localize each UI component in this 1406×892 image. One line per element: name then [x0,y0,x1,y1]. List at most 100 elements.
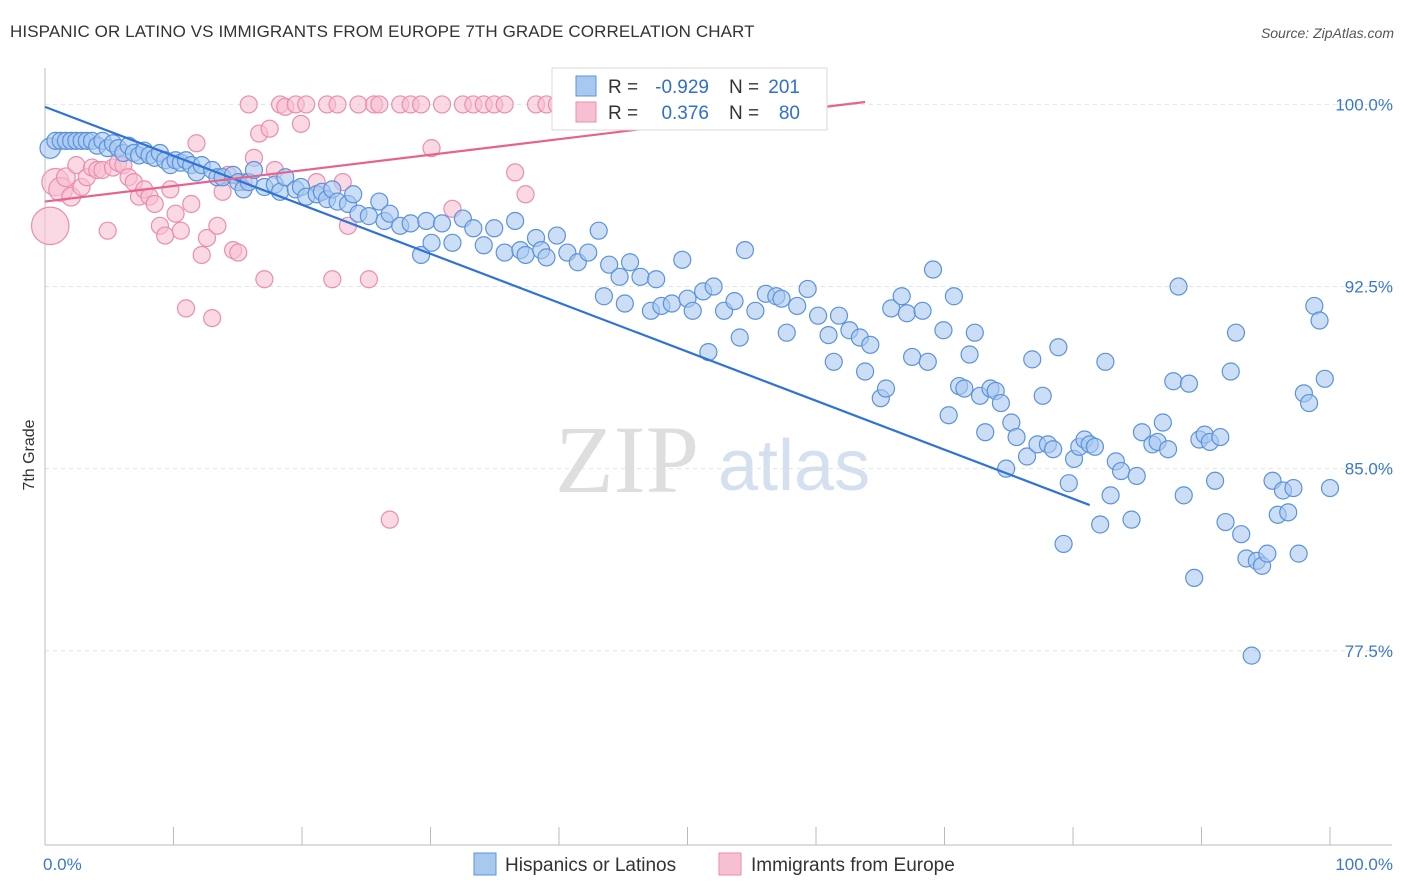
data-point [1132,423,1152,442]
data-point [772,289,791,308]
data-point [166,204,185,223]
data-point [735,241,755,260]
x-tick-label: 100.0% [1335,855,1393,874]
data-point [1044,440,1063,459]
data-point [1242,646,1261,665]
data-point [1258,544,1277,563]
data-point [1310,311,1329,330]
data-point [1289,544,1308,563]
data-point [892,287,911,306]
data-point [328,95,347,114]
data-point [260,119,279,138]
stats-n-label-blue: N = [729,77,759,98]
legend: Hispanics or Latinos Immigrants from Eur… [473,852,955,876]
data-point [208,216,227,235]
data-point [1111,461,1131,481]
data-point [1023,350,1042,369]
data-point [1185,568,1204,588]
data-point [1127,466,1146,486]
data-point [370,95,389,114]
data-point [161,180,180,199]
data-point [291,114,311,133]
data-point [203,308,222,328]
data-point [876,379,896,398]
data-point [647,270,666,289]
data-point [1279,503,1298,522]
data-point [1174,486,1193,505]
data-point [788,296,807,316]
data-point [934,321,953,340]
legend-label-immigrants: Immigrants from Europe [751,855,955,876]
data-point [903,347,922,367]
stats-n-value-pink: 80 [779,103,800,124]
data-point [991,393,1011,413]
data-point [1101,486,1120,505]
data-point [620,253,640,272]
data-point [55,167,76,188]
stats-r-label-blue: R = [608,77,638,98]
chart-title: HISPANIC OR LATINO VS IMMIGRANTS FROM EU… [10,22,755,41]
axes [44,68,1392,846]
data-point [495,95,514,114]
data-point [145,194,164,214]
stats-swatch-blue [575,75,597,97]
y-tick-label: 92.5% [1345,278,1393,297]
data-point [380,204,399,223]
data-point [1284,478,1303,498]
data-point [176,299,196,318]
data-point [819,325,838,345]
data-point [913,301,932,320]
legend-item-immigrants[interactable]: Immigrants from Europe [718,852,955,876]
data-point [704,277,723,296]
data-point [662,294,681,313]
x-tick-label: 0.0% [43,855,82,874]
data-point [349,95,368,114]
series-hispanics-or-latinos [39,131,1340,665]
data-point [464,219,483,238]
data-point [861,335,880,354]
data-point [192,245,211,265]
data-point [1158,440,1178,459]
legend-item-hispanics[interactable]: Hispanics or Latinos [473,852,676,876]
data-point [1033,386,1052,405]
data-point [380,510,399,529]
y-tick-label: 85.0% [1345,460,1393,479]
stats-swatch-pink [575,101,597,123]
data-point [1122,510,1141,529]
data-point [1205,471,1225,490]
y-tick-label: 100.0% [1335,95,1393,114]
data-point [579,243,598,262]
data-point [229,243,248,262]
data-point [798,279,817,299]
tick-labels: 77.5% 85.0% 92.5% 100.0% 0.0% 100.0% [43,95,1393,874]
data-point [344,185,363,204]
legend-swatch-pink [718,852,742,876]
watermark-atlas: atlas [718,426,870,506]
data-point [495,243,514,262]
data-point [730,328,749,347]
data-point [156,226,175,245]
data-point [401,214,420,233]
data-point [1091,515,1110,534]
data-point [432,95,452,114]
data-point [594,287,614,306]
data-point [1153,413,1172,432]
data-point [506,163,525,182]
data-point [417,211,436,231]
data-point [610,267,629,286]
data-point [673,250,692,269]
data-point [30,206,70,246]
data-point [1320,478,1340,498]
data-point [824,352,843,371]
data-point [631,267,650,286]
data-point [506,211,525,231]
data-point [746,301,765,320]
data-point [516,245,535,265]
data-point [897,304,916,323]
data-point [443,233,462,252]
y-tick-label: 77.5% [1345,642,1393,661]
data-point [1315,369,1334,388]
data-point [422,233,441,252]
data-point [297,95,316,114]
